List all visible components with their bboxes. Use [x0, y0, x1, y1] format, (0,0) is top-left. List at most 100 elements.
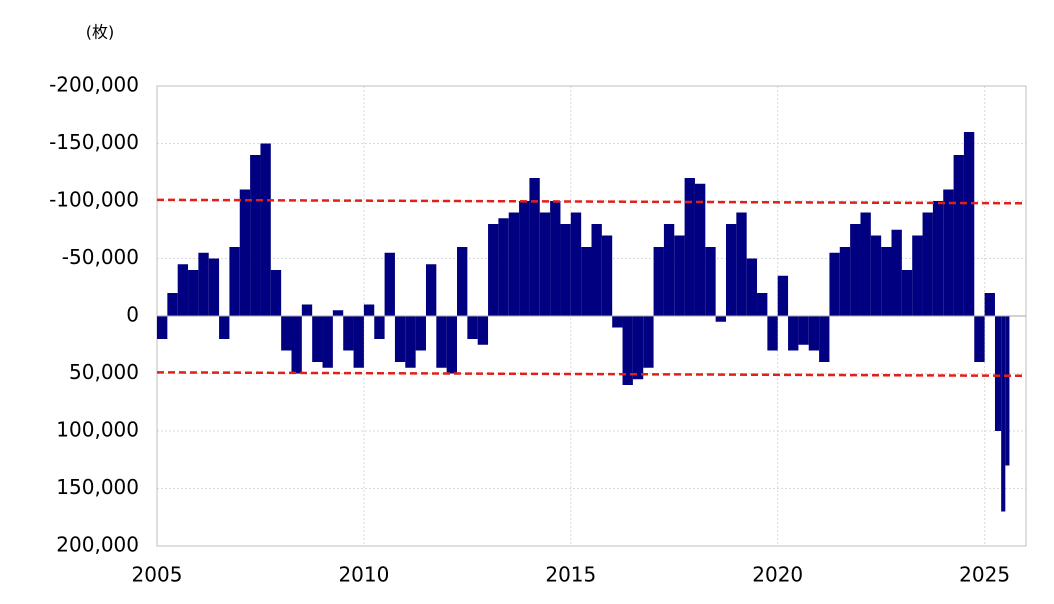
bar — [157, 316, 168, 339]
bar — [498, 218, 509, 316]
bar — [788, 316, 799, 351]
bar — [601, 235, 613, 316]
bar — [332, 310, 344, 316]
bar — [177, 264, 189, 316]
bar — [912, 235, 923, 316]
bar — [208, 258, 220, 316]
bar — [353, 316, 364, 368]
bar — [291, 316, 302, 374]
bar — [312, 316, 323, 362]
bar — [415, 316, 426, 351]
bar — [529, 178, 540, 316]
bar — [467, 316, 478, 339]
bar — [384, 252, 395, 316]
bar — [301, 304, 313, 316]
y-tick-label: 150,000 — [56, 475, 139, 499]
bar — [167, 293, 178, 316]
bar — [684, 178, 695, 316]
bar — [363, 304, 375, 316]
y-tick-label: 200,000 — [56, 533, 139, 557]
bar — [674, 235, 685, 316]
bar — [798, 316, 809, 345]
bar — [922, 212, 933, 316]
bar — [260, 143, 271, 316]
bar — [612, 316, 623, 328]
bar — [622, 316, 633, 385]
bar — [343, 316, 354, 351]
bar — [891, 229, 902, 316]
bar — [281, 316, 292, 351]
bar — [850, 224, 861, 316]
bar — [881, 247, 892, 316]
bar — [829, 252, 840, 316]
y-tick-label: -50,000 — [62, 245, 139, 269]
unit-label: (枚) — [86, 23, 115, 42]
bar — [808, 316, 820, 351]
x-tick-label: 2015 — [545, 563, 596, 587]
bar — [963, 132, 975, 316]
bar — [694, 183, 706, 316]
bar — [322, 316, 333, 368]
bar — [550, 201, 561, 316]
bar — [953, 155, 964, 316]
bar — [757, 293, 768, 316]
bar — [1001, 316, 1006, 512]
bar — [570, 212, 582, 316]
bar — [839, 247, 851, 316]
x-tick-label: 2025 — [959, 563, 1010, 587]
y-tick-label: 0 — [126, 303, 139, 327]
bar — [270, 270, 282, 316]
bar — [643, 316, 654, 368]
bar — [736, 212, 747, 316]
reference-line — [156, 198, 1027, 205]
bar — [901, 270, 913, 316]
bar — [508, 212, 520, 316]
bar — [457, 247, 468, 316]
bar — [239, 189, 251, 316]
bar — [984, 293, 995, 316]
bar — [632, 316, 644, 380]
bar — [539, 212, 551, 316]
bar — [374, 316, 385, 339]
bar — [974, 316, 985, 362]
bar — [488, 224, 499, 316]
x-tick-label: 2005 — [132, 563, 183, 587]
x-tick-label: 2020 — [752, 563, 803, 587]
bar — [777, 275, 789, 316]
bar — [932, 201, 944, 316]
bar — [198, 252, 209, 316]
bar — [394, 316, 406, 362]
bar — [1005, 316, 1010, 466]
bar — [229, 247, 240, 316]
y-tick-label: -150,000 — [49, 130, 139, 154]
x-tick-label: 2010 — [338, 563, 389, 587]
bar — [819, 316, 830, 362]
y-tick-label: 100,000 — [56, 418, 139, 442]
bar — [425, 264, 437, 316]
bar — [663, 224, 675, 316]
bar — [860, 212, 871, 316]
bar — [767, 316, 778, 351]
bar — [250, 155, 261, 316]
bar — [477, 316, 489, 345]
bar — [581, 247, 592, 316]
y-tick-label: -200,000 — [49, 73, 139, 97]
bar — [188, 270, 199, 316]
bar — [436, 316, 447, 368]
y-tick-label: -100,000 — [49, 188, 139, 212]
bar — [715, 316, 726, 322]
y-tick-label: 50,000 — [69, 360, 139, 384]
bar — [519, 201, 530, 316]
bar — [994, 316, 1002, 431]
bar — [219, 316, 230, 339]
bar — [653, 247, 664, 316]
bar — [446, 316, 458, 374]
bar — [943, 189, 954, 316]
bar — [405, 316, 416, 368]
reference-line — [156, 371, 1027, 378]
bar — [591, 224, 602, 316]
bar — [705, 247, 716, 316]
bar — [870, 235, 882, 316]
bar — [746, 258, 758, 316]
